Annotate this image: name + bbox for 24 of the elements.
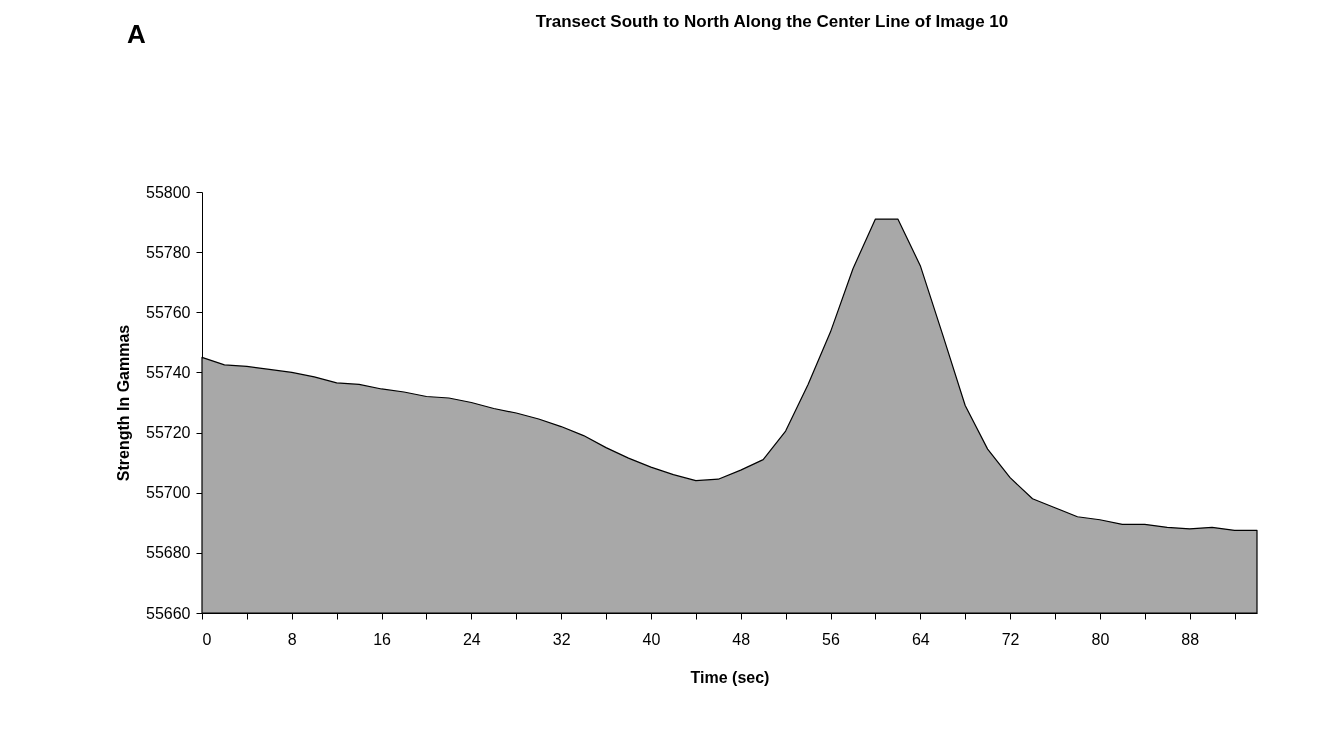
x-tick-label: 32 bbox=[552, 630, 571, 648]
x-tick-label: 72 bbox=[1001, 630, 1020, 648]
x-tick-label: 88 bbox=[1181, 630, 1200, 648]
x-axis-title: Time (sec) bbox=[690, 668, 770, 686]
y-tick-label: 55780 bbox=[146, 243, 191, 261]
x-tick-label: 8 bbox=[287, 630, 297, 648]
x-tick-label: 0 bbox=[202, 630, 212, 648]
y-tick-label: 55660 bbox=[146, 604, 191, 622]
y-tick-label: 55800 bbox=[146, 183, 191, 201]
x-tick-label: 40 bbox=[642, 630, 661, 648]
y-tick-label: 55700 bbox=[146, 484, 191, 502]
y-axis-title: Strength In Gammas bbox=[115, 324, 133, 482]
y-tick-label: 55760 bbox=[146, 303, 191, 321]
y-tick-label: 55740 bbox=[146, 363, 191, 381]
chart-title: Transect South to North Along the Center Line of Image 10 bbox=[535, 12, 1009, 31]
y-tick-label: 55720 bbox=[146, 424, 191, 442]
x-tick-label: 64 bbox=[911, 630, 930, 648]
x-tick-label: 24 bbox=[462, 630, 481, 648]
x-tick-label: 48 bbox=[732, 630, 751, 648]
x-tick-label: 16 bbox=[373, 630, 392, 648]
x-tick-label: 80 bbox=[1091, 630, 1110, 648]
x-tick-label: 56 bbox=[822, 630, 841, 648]
y-tick-label: 55680 bbox=[146, 544, 191, 562]
text: A bbox=[127, 19, 146, 49]
